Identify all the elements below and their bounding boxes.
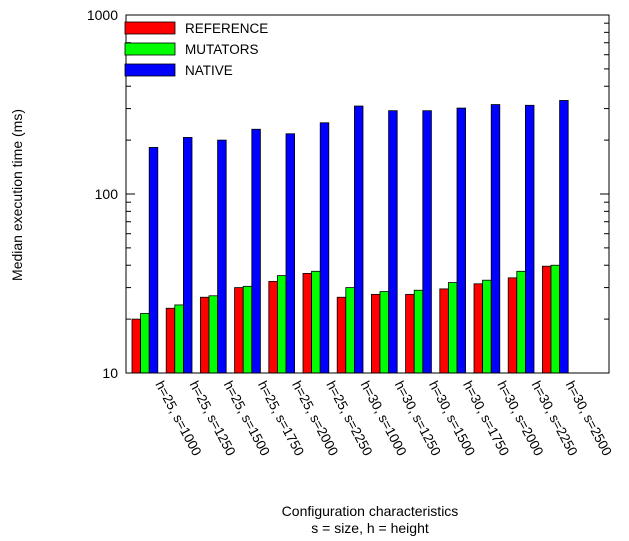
bar-native-6 [319, 122, 330, 374]
bar-mutators-10 [447, 282, 458, 374]
x-axis-title: Configuration characteristics [282, 503, 459, 519]
bar-native-12 [525, 104, 535, 374]
legend-label-mutators: MUTATORS [185, 42, 259, 57]
bar-native-7 [353, 105, 364, 374]
legend-swatch-mutators [124, 42, 176, 56]
bar-mutators-2 [174, 304, 184, 374]
bar-native-2 [182, 137, 193, 374]
bars-layer [131, 100, 569, 374]
bar-mutators-6 [311, 270, 321, 374]
bar-reference-2 [165, 307, 176, 374]
bar-mutators-7 [345, 287, 355, 374]
bar-mutators-13 [550, 264, 561, 374]
bar-reference-11 [473, 283, 484, 374]
bar-native-8 [388, 110, 398, 374]
legend-label-reference: REFERENCE [185, 21, 268, 36]
bar-reference-5 [268, 280, 278, 374]
bar-native-4 [251, 128, 261, 374]
y-tick-label: 10 [102, 365, 118, 381]
bar-mutators-9 [413, 289, 424, 374]
bar-reference-1 [131, 318, 142, 374]
bar-mutators-4 [242, 285, 253, 374]
legend-swatch-native [124, 63, 176, 77]
plot-frame [125, 14, 610, 374]
bar-mutators-3 [208, 295, 219, 374]
bar-reference-10 [439, 288, 449, 374]
bar-native-11 [490, 104, 501, 374]
bar-native-3 [217, 139, 227, 374]
legend-swatch-reference [124, 21, 176, 35]
bar-reference-8 [370, 293, 381, 374]
bar-mutators-8 [379, 291, 390, 374]
y-tick-label: 100 [95, 186, 119, 202]
bar-reference-6 [302, 273, 313, 374]
bar-reference-4 [234, 287, 244, 374]
bar-native-1 [148, 147, 159, 374]
bar-reference-13 [542, 265, 552, 374]
bar-reference-7 [336, 296, 347, 374]
bar-native-5 [285, 133, 296, 374]
bar-native-13 [559, 100, 569, 374]
bar-reference-9 [405, 293, 415, 374]
bar-native-9 [422, 110, 432, 374]
y-axis-title: Median execution time (ms) [9, 109, 25, 281]
bar-mutators-1 [140, 313, 150, 374]
bar-reference-3 [199, 296, 210, 374]
bar-native-10 [456, 107, 467, 374]
legend-label-native: NATIVE [185, 63, 233, 78]
legend: REFERENCE MUTATORS NATIVE [124, 21, 268, 78]
y-tick-labels: 10 100 1000 [87, 7, 118, 381]
bar-mutators-11 [482, 279, 492, 374]
x-axis-subtitle: s = size, h = height [311, 520, 429, 536]
y-tick-label: 1000 [87, 7, 118, 23]
bar-reference-12 [507, 277, 518, 374]
bar-mutators-12 [516, 270, 526, 374]
bar-mutators-5 [276, 275, 287, 374]
